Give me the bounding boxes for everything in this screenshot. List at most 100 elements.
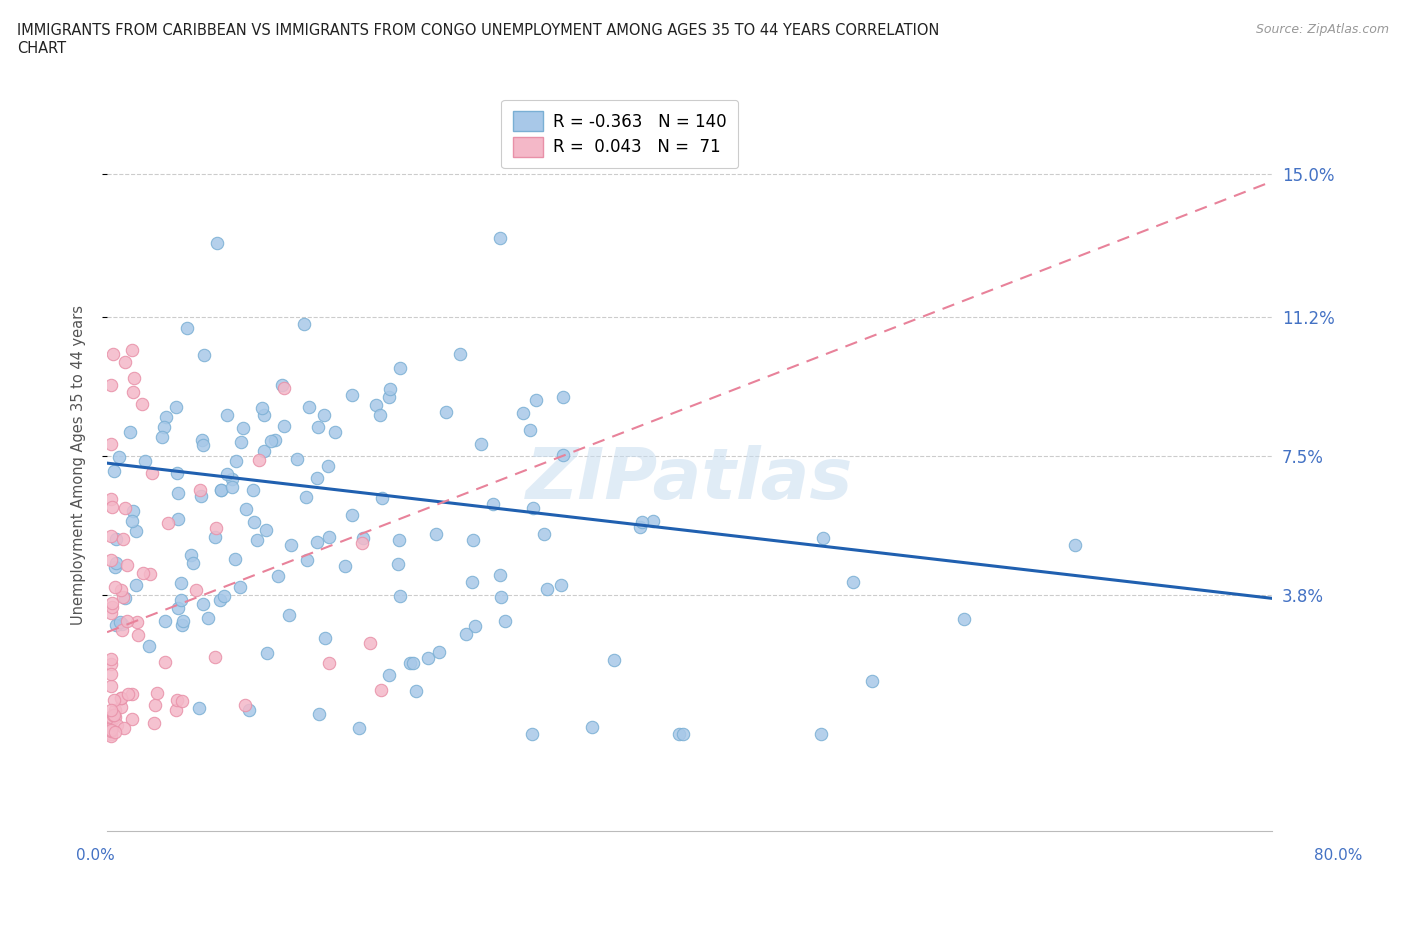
Point	[141, 466, 163, 481]
Point	[253, 408, 276, 423]
Point	[225, 454, 247, 469]
Point	[104, 559, 127, 574]
Point	[953, 611, 976, 626]
Point	[401, 656, 423, 671]
Point	[165, 702, 187, 717]
Point	[103, 463, 125, 478]
Point	[215, 466, 238, 481]
Point	[221, 472, 243, 486]
Point	[454, 627, 477, 642]
Point	[551, 447, 574, 462]
Point	[522, 726, 544, 741]
Point	[100, 600, 122, 615]
Point	[100, 679, 122, 694]
Point	[399, 656, 422, 671]
Point	[427, 644, 450, 659]
Point	[121, 711, 143, 726]
Point	[111, 617, 134, 631]
Text: IMMIGRANTS FROM CARIBBEAN VS IMMIGRANTS FROM CONGO UNEMPLOYMENT AMONG AGES 35 TO: IMMIGRANTS FROM CARIBBEAN VS IMMIGRANTS …	[17, 23, 939, 56]
Point	[628, 519, 651, 534]
Point	[470, 436, 492, 451]
Point	[224, 551, 246, 566]
Point	[121, 342, 143, 357]
Point	[295, 490, 318, 505]
Point	[117, 614, 139, 629]
Point	[550, 578, 572, 592]
Point	[100, 724, 122, 738]
Point	[101, 708, 124, 723]
Point	[298, 399, 321, 414]
Point	[352, 536, 374, 551]
Point	[252, 400, 274, 415]
Point	[388, 588, 411, 603]
Point	[860, 673, 883, 688]
Point	[100, 492, 122, 507]
Point	[418, 650, 440, 665]
Point	[153, 654, 176, 669]
Point	[359, 636, 381, 651]
Point	[489, 231, 512, 246]
Point	[387, 556, 409, 571]
Point	[204, 529, 226, 544]
Point	[110, 690, 132, 705]
Point	[114, 591, 136, 605]
Point	[104, 702, 127, 717]
Point	[115, 558, 138, 573]
Point	[519, 423, 541, 438]
Point	[314, 631, 336, 645]
Point	[378, 381, 401, 396]
Point	[112, 721, 135, 736]
Point	[233, 698, 256, 712]
Point	[388, 360, 411, 375]
Point	[170, 592, 193, 607]
Point	[273, 418, 295, 433]
Point	[188, 483, 211, 498]
Point	[112, 590, 135, 604]
Point	[603, 653, 626, 668]
Point	[105, 556, 128, 571]
Legend: R = -0.363   N = 140, R =  0.043   N =  71: R = -0.363 N = 140, R = 0.043 N = 71	[502, 100, 738, 168]
Point	[100, 667, 122, 682]
Point	[232, 420, 254, 435]
Point	[494, 613, 516, 628]
Point	[103, 579, 125, 594]
Point	[246, 533, 269, 548]
Point	[100, 605, 122, 620]
Point	[253, 444, 276, 458]
Point	[810, 726, 832, 741]
Point	[197, 611, 219, 626]
Point	[121, 686, 143, 701]
Point	[533, 526, 555, 541]
Point	[100, 710, 122, 724]
Point	[111, 531, 134, 546]
Text: 0.0%: 0.0%	[76, 848, 115, 863]
Point	[285, 451, 308, 466]
Point	[103, 693, 125, 708]
Point	[209, 482, 232, 497]
Point	[231, 435, 253, 450]
Point	[524, 392, 547, 407]
Point	[187, 701, 209, 716]
Point	[100, 596, 122, 611]
Point	[100, 720, 122, 735]
Point	[204, 650, 226, 665]
Point	[125, 524, 148, 538]
Point	[630, 514, 652, 529]
Point	[217, 407, 239, 422]
Point	[104, 710, 127, 724]
Point	[581, 720, 603, 735]
Point	[114, 354, 136, 369]
Point	[122, 503, 145, 518]
Point	[256, 646, 278, 661]
Point	[167, 512, 190, 526]
Point	[134, 454, 156, 469]
Point	[143, 698, 166, 712]
Point	[263, 432, 285, 447]
Point	[100, 552, 122, 567]
Point	[127, 628, 149, 643]
Point	[405, 684, 427, 698]
Point	[114, 500, 136, 515]
Point	[104, 618, 127, 632]
Point	[153, 419, 176, 434]
Point	[388, 532, 411, 547]
